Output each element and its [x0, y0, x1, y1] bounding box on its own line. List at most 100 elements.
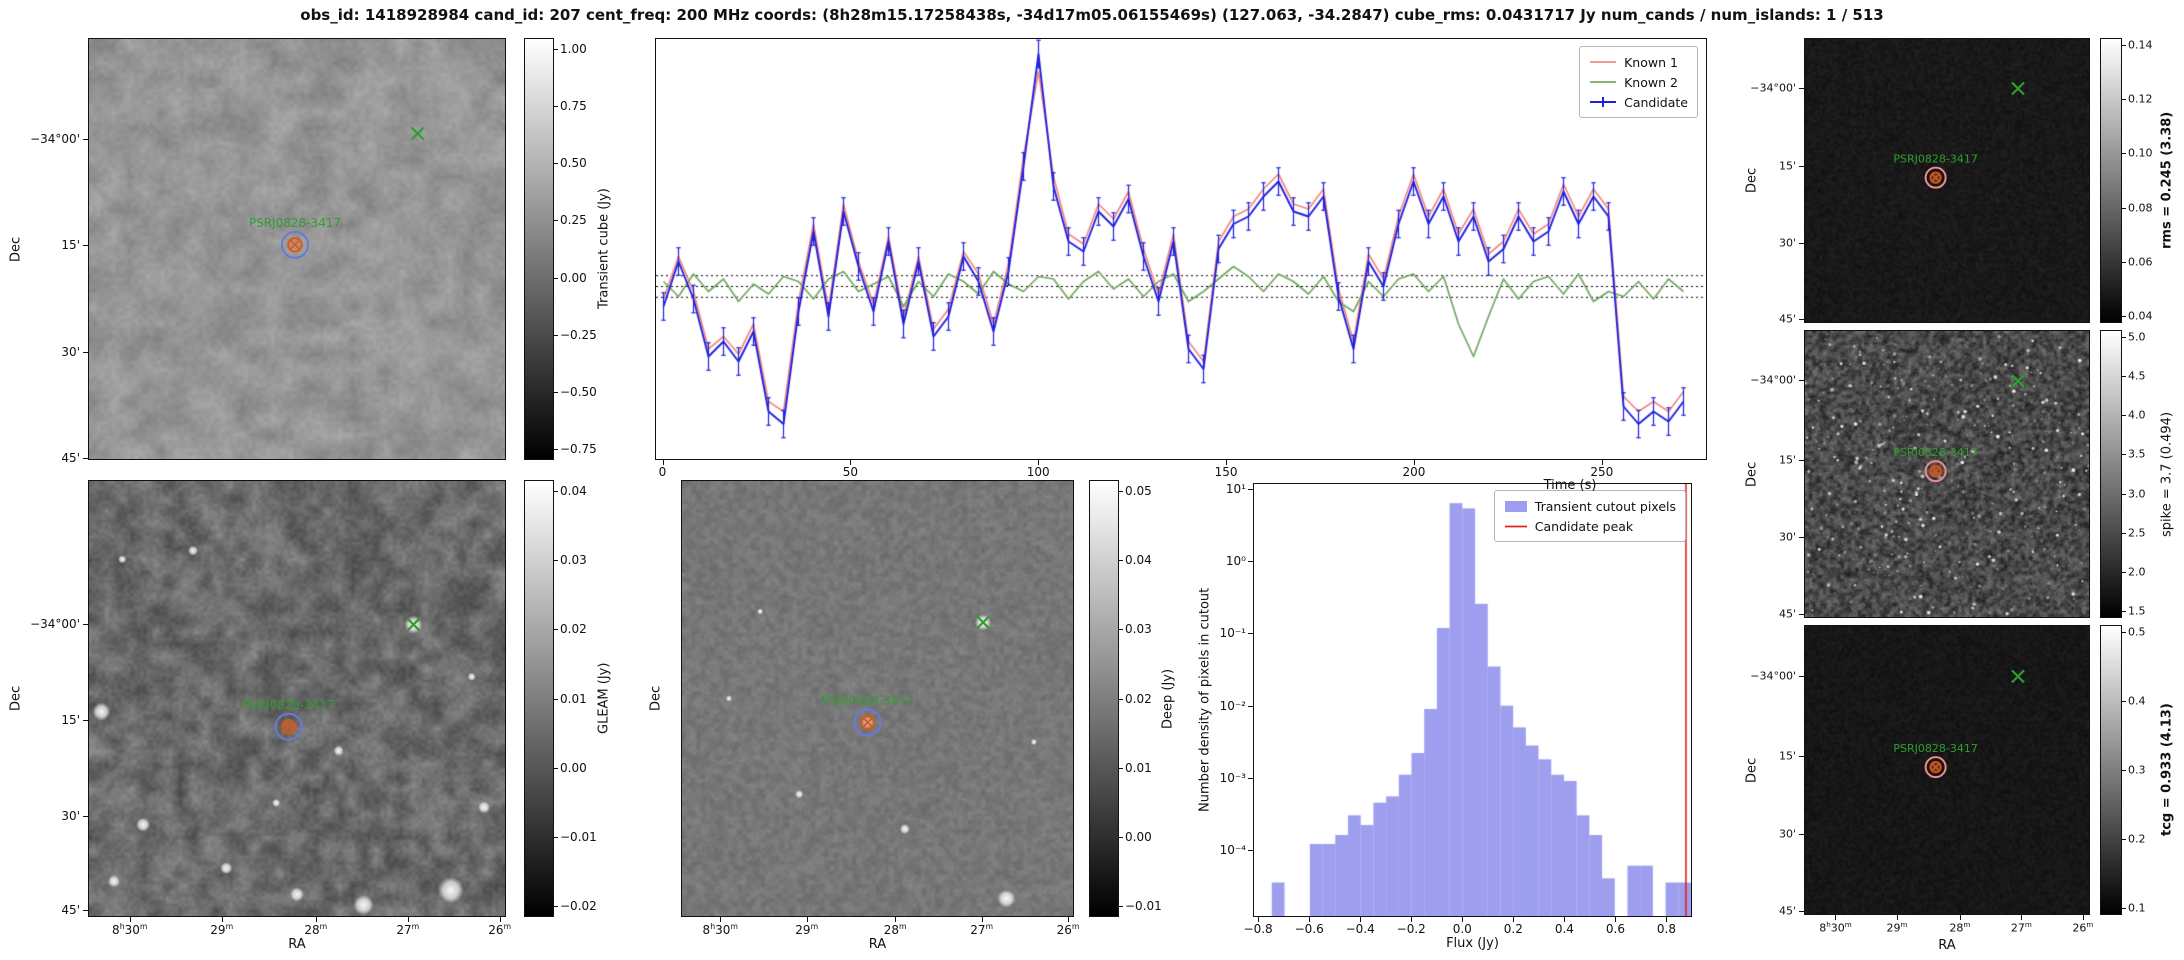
colorbar-tick-label: 0.14 [2128, 38, 2153, 52]
tick-mark [895, 917, 897, 922]
dec-tick-label: 45' [61, 450, 80, 465]
tick-mark [1248, 633, 1253, 635]
source-label: PSRJ0828-3417 [243, 698, 335, 712]
histogram-xlabel: Flux (Jy) [1446, 936, 1499, 951]
dec-tick-label: 30' [61, 809, 80, 824]
tick-mark [1258, 917, 1260, 922]
hist-y-tick-label: 10⁻² [1219, 698, 1246, 713]
tick-mark [2122, 571, 2126, 573]
gleam-colorbar-label: GLEAM (Jy) [596, 662, 612, 735]
dec-tick-label: 15' [1778, 453, 1796, 467]
candidate-ring-marker [853, 708, 882, 737]
tick-mark [1799, 675, 1804, 677]
colorbar-tick-label: 3.5 [2128, 447, 2146, 461]
dec-tick-label: 45' [1778, 904, 1796, 918]
ra-tick-label: 28m [1949, 920, 1971, 935]
hist-x-tick-label: −0.8 [1243, 922, 1273, 936]
tick-mark [554, 836, 558, 838]
known1-line-swatch [1590, 61, 1617, 63]
gleam-markers: PSRJ0828-3417 [243, 617, 421, 741]
tick-mark [83, 816, 88, 818]
deep-colorbar-label: Deep (Jy) [1160, 668, 1176, 729]
colorbar-tick-label: −0.50 [560, 385, 597, 400]
dec-tick-label: 45' [1778, 312, 1796, 326]
tick-mark [1615, 917, 1617, 922]
tick-mark [1248, 850, 1253, 852]
hist-x-tick-label: −0.2 [1396, 922, 1426, 936]
tick-mark [2122, 493, 2126, 495]
tick-mark [83, 457, 88, 459]
tick-mark [1799, 243, 1804, 245]
candidate-ring-marker [1924, 460, 1947, 483]
rms-cutout-panel: PSRJ0828-3417 [1804, 38, 2090, 323]
source-label: PSRJ0828-3417 [1893, 153, 1977, 166]
dec-tick-label: 45' [61, 903, 80, 918]
rms-markers: PSRJ0828-3417 [1893, 81, 2025, 189]
colorbar-tick-label: 0.03 [560, 553, 587, 568]
tick-mark [2122, 415, 2126, 417]
tick-mark [554, 560, 558, 562]
hist-x-tick-label: −0.4 [1345, 922, 1375, 936]
ra-tick-label: 27m [2010, 920, 2032, 935]
tcg-colorbar [2100, 625, 2122, 915]
colorbar-tick-label: 2.0 [2128, 565, 2146, 579]
dec-tick-label: 30' [1778, 530, 1796, 544]
dec-tick-label: −34°00' [30, 132, 80, 147]
colorbar-tick-label: −0.01 [560, 829, 597, 844]
ra-tick-label: 28m [304, 922, 328, 937]
gleam-sky-image [89, 481, 505, 916]
colorbar-tick-label: 0.3 [2128, 763, 2146, 777]
tick-mark [554, 163, 558, 165]
tick-mark [554, 220, 558, 222]
tick-mark [1248, 778, 1253, 780]
gleam-colorbar [524, 480, 554, 917]
hist-y-tick-label: 10⁰ [1225, 554, 1246, 569]
ra-tick-label: 8h30m [702, 922, 739, 937]
tick-mark [1119, 490, 1123, 492]
ra-tick-label: 8h30m [1819, 920, 1852, 935]
colorbar-tick-label: 3.0 [2128, 487, 2146, 501]
hist-x-tick-label: 0.0 [1452, 922, 1472, 936]
tick-mark [806, 917, 808, 922]
colorbar-tick-label: 0.03 [1125, 622, 1152, 637]
legend-item-known1: Known 1 [1589, 52, 1688, 72]
tick-mark [1799, 537, 1804, 539]
colorbar-tick-label: 4.5 [2128, 369, 2146, 383]
tick-mark [1959, 915, 1961, 920]
dec-tick-label: 30' [1778, 827, 1796, 841]
spike-sky-image [1805, 331, 2089, 617]
colorbar-tick-label: 0.01 [1125, 760, 1152, 775]
colorbar-tick-label: 0.02 [560, 622, 587, 637]
transient-cutout-panel: PSRJ0828-3417 [88, 38, 506, 460]
colorbar-tick-label: −0.25 [560, 327, 597, 342]
colorbar-tick-label: −0.75 [560, 442, 597, 457]
tick-mark [1360, 917, 1362, 922]
colorbar-tick-label: 0.01 [560, 691, 587, 706]
tick-mark [83, 244, 88, 246]
dec-tick-label: 30' [1778, 236, 1796, 250]
source-label: PSRJ0828-3417 [1893, 446, 1977, 459]
legend-label-candidate: Candidate [1624, 94, 1688, 110]
colorbar-tick-label: 0.00 [1125, 829, 1152, 844]
tick-mark [981, 917, 983, 922]
legend-label-candidate-peak: Candidate peak [1534, 518, 1634, 534]
colorbar-tick-label: 0.05 [1125, 483, 1152, 498]
spike-markers: PSRJ0828-3417 [1893, 374, 2025, 483]
tick-mark [554, 698, 558, 700]
tick-mark [1799, 87, 1804, 89]
tick-mark [1119, 906, 1123, 908]
rms-sky-image [1805, 39, 2089, 322]
ra-tick-label: 26m [488, 922, 512, 937]
ra-tick-label: 8h30m [112, 922, 148, 937]
dec-tick-label: −34°00' [1750, 669, 1796, 683]
dec-tick-label: 15' [1778, 159, 1796, 173]
dec-tick-label: 15' [61, 237, 80, 252]
lightcurve-panel: Known 1 Known 2 Candidate [655, 38, 1707, 460]
lc-x-tick-label: 250 [1590, 465, 1614, 479]
ra-tick-label: 29m [210, 922, 234, 937]
tick-mark [2122, 207, 2126, 209]
source-label: PSRJ0828-3417 [1893, 742, 1977, 755]
colorbar-tick-label: 0.25 [560, 213, 587, 228]
tick-mark [2122, 454, 2126, 456]
tick-mark [1799, 318, 1804, 320]
